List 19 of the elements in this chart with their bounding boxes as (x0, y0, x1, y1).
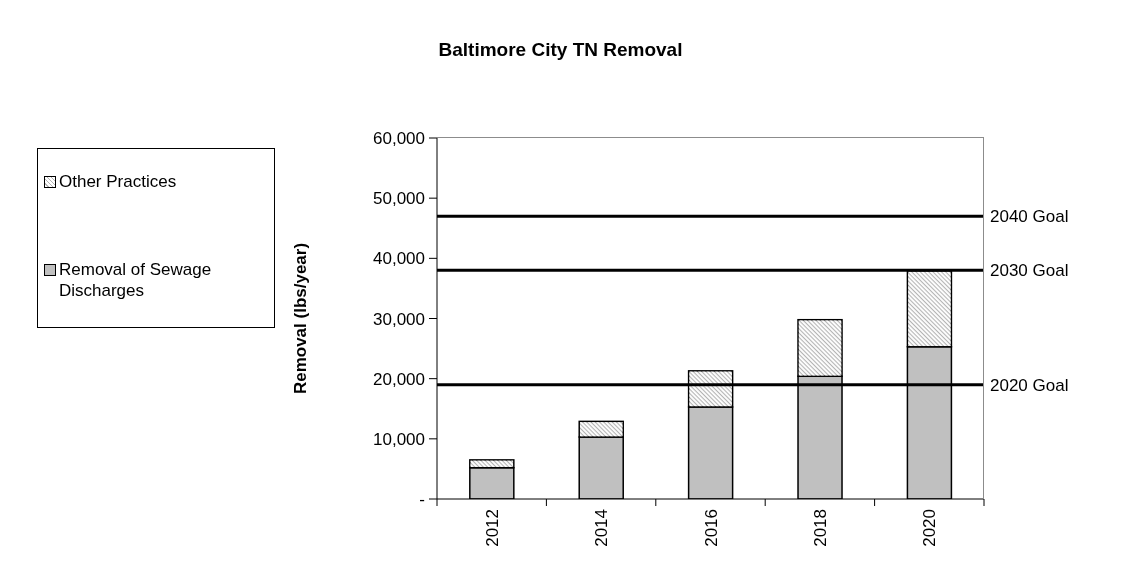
x-tick-label: 2018 (810, 509, 830, 547)
y-tick-label: 30,000 (373, 309, 425, 329)
y-tick-label: 10,000 (373, 429, 425, 449)
legend-label: Removal of Sewage Discharges (59, 259, 213, 301)
y-tick-label: 50,000 (373, 189, 425, 209)
y-tick-label: 60,000 (373, 129, 425, 149)
ref-line-label: 2030 Goal (990, 260, 1069, 280)
legend-label: Other Practices (59, 171, 177, 192)
y-tick-label: 20,000 (373, 369, 425, 389)
x-tick-label: 2020 (919, 509, 939, 547)
x-tick-label: 2012 (482, 509, 502, 547)
y-axis-title: Removal (lbs/year) (290, 242, 310, 395)
x-tick-label: 2016 (701, 509, 720, 547)
y-tick-label: - (419, 490, 425, 510)
ref-line-label: 2020 Goal (990, 375, 1069, 395)
chart-title: Baltimore City TN Removal (437, 38, 684, 62)
ref-line-label: 2040 Goal (990, 206, 1069, 226)
x-tick-label: 2014 (591, 509, 611, 547)
y-tick-label: 40,000 (373, 249, 425, 269)
